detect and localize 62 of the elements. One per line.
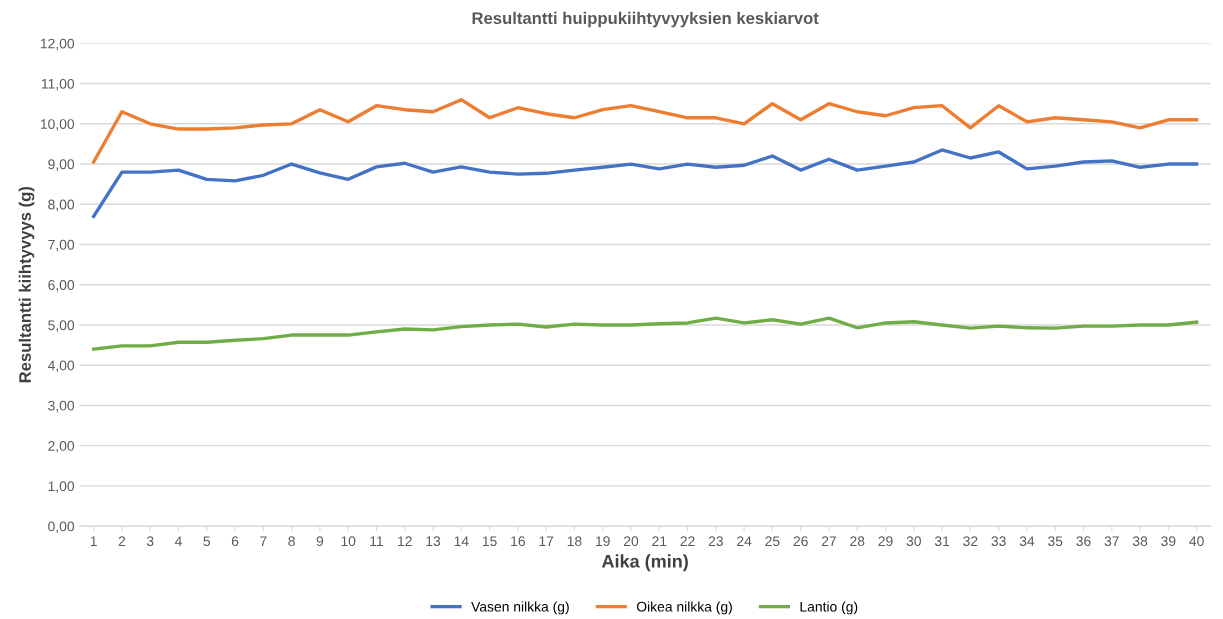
y-tick-label: 11,00 (41, 78, 75, 91)
x-tick-label: 20 (623, 536, 639, 547)
y-tick-label: 7,00 (48, 239, 75, 252)
x-tick-label: 14 (454, 536, 469, 546)
x-tick-label: 26 (793, 536, 808, 547)
legend-label: Lantio (g) (800, 601, 858, 615)
line-series (91, 97, 1199, 164)
y-tick-label: 1,00 (48, 481, 75, 493)
x-tick-label: 30 (906, 536, 921, 547)
x-tick-label: 25 (765, 536, 780, 547)
y-axis-title: Resultantti kiihtyvyys (g) (18, 186, 35, 383)
y-tick-label: 4,00 (47, 360, 75, 373)
x-tick-label: 10 (341, 536, 356, 547)
x-tick-label: 5 (203, 536, 211, 547)
x-tick-label: 29 (878, 536, 893, 547)
line-series (91, 316, 1199, 351)
x-tick-label: 31 (934, 536, 950, 547)
y-tick-label: 6,00 (48, 280, 75, 292)
x-tick-label: 21 (652, 536, 667, 546)
legend-label: Oikea nilkka (g) (636, 601, 732, 615)
y-tick-label: 10,00 (40, 119, 75, 131)
x-axis-title: Aika (min) (601, 554, 688, 572)
x-tick-label: 16 (511, 536, 525, 547)
x-tick-label: 34 (1019, 536, 1035, 547)
x-tick-label: 4 (174, 536, 182, 546)
x-tick-label: 38 (1132, 536, 1148, 547)
x-tick-label: 17 (539, 536, 554, 546)
y-tick-label: 5,00 (48, 320, 75, 332)
x-tick-label: 32 (963, 536, 978, 547)
x-tick-label: 12 (398, 536, 412, 546)
y-tick-label: 8,00 (48, 199, 75, 212)
x-tick-label: 13 (426, 536, 441, 547)
x-tick-label: 27 (821, 536, 836, 546)
chart-title: Resultantti huippukiihtyvyyksien keskiarvot (472, 11, 819, 28)
x-tick-label: 39 (1161, 536, 1176, 547)
x-tick-label: 2 (118, 536, 126, 546)
y-tick-label: 9,00 (48, 159, 75, 171)
x-tick-label: 33 (991, 536, 1006, 547)
x-tick-label: 36 (1076, 536, 1091, 547)
line-series (91, 148, 1199, 219)
x-tick-label: 3 (146, 536, 154, 547)
x-tick-label: 40 (1189, 536, 1204, 547)
x-tick-label: 11 (370, 536, 383, 546)
y-tick-label: 3,00 (48, 400, 75, 413)
x-tick-label: 23 (708, 536, 723, 547)
x-tick-label: 6 (231, 536, 239, 547)
x-tick-label: 24 (737, 536, 752, 546)
x-tick-label: 28 (850, 536, 865, 547)
x-tick-label: 1 (90, 536, 97, 546)
x-tick-label: 22 (680, 536, 695, 546)
x-tick-label: 8 (288, 536, 295, 547)
y-tick-label: 12,00 (40, 38, 75, 51)
x-tick-label: 18 (567, 536, 582, 547)
y-tick-label: 0,00 (48, 521, 75, 533)
legend-label: Vasen nilkka (g) (471, 601, 569, 615)
x-tick-label: 7 (260, 536, 267, 546)
x-tick-label: 19 (596, 536, 610, 547)
x-tick-label: 35 (1048, 536, 1063, 547)
x-tick-label: 9 (316, 536, 324, 547)
x-tick-label: 15 (482, 536, 497, 547)
y-tick-label: 2,00 (48, 441, 75, 453)
x-tick-label: 37 (1104, 536, 1119, 547)
